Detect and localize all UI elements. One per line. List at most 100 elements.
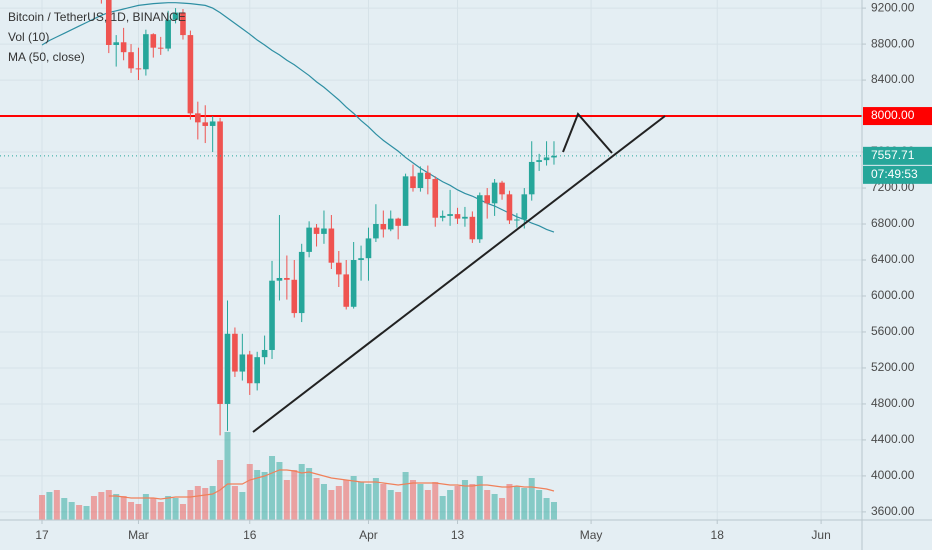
candle-body: [380, 224, 387, 230]
candle-body: [373, 224, 379, 239]
candle-body: [425, 172, 431, 180]
candle-body: [432, 179, 439, 218]
volume-bar: [231, 486, 238, 520]
volume-bar: [454, 486, 461, 520]
ma-line: [41, 2, 555, 233]
price-labels: 8000.00 7557.71 07:49:53: [863, 107, 932, 184]
candle-body: [113, 42, 119, 45]
candle-body: [202, 122, 209, 126]
candle-body: [150, 34, 157, 48]
volume-bar: [254, 470, 261, 520]
candle-body: [157, 47, 164, 49]
y-tick-label: 9200.00: [871, 0, 915, 14]
candle-body: [232, 333, 238, 372]
volume-bar: [484, 490, 491, 520]
volume-bar: [269, 456, 276, 520]
y-tick-label: 3600.00: [871, 504, 915, 518]
candle-body: [387, 218, 394, 230]
candle-body: [476, 195, 483, 240]
candle-body: [410, 176, 416, 189]
volume-bar: [447, 490, 454, 520]
countdown-box: [863, 165, 932, 184]
candle-body: [358, 258, 364, 260]
volume-bar: [209, 486, 216, 520]
candle-body: [135, 68, 142, 70]
volume-bar: [528, 478, 535, 520]
candle-body: [528, 161, 535, 195]
volume-bar: [187, 490, 194, 520]
candle-body: [447, 214, 453, 216]
candle-body: [536, 160, 542, 162]
candle-body: [506, 194, 513, 221]
x-tick-label: 13: [451, 528, 465, 542]
y-tick-label: 4400.00: [871, 432, 915, 446]
volume-bar: [46, 492, 53, 520]
volume-bar: [246, 464, 253, 520]
y-tick-label: 6400.00: [871, 252, 915, 266]
volume-ma-line: [108, 469, 555, 500]
volume-bar: [499, 498, 506, 520]
candle-body: [105, 0, 112, 45]
x-tick-label: 18: [711, 528, 725, 542]
candle-body: [543, 157, 550, 161]
volume-bar: [61, 498, 68, 520]
candle-body: [128, 52, 134, 69]
candle-body: [269, 280, 275, 350]
volume-bar: [298, 464, 305, 520]
volume-bar: [343, 480, 350, 520]
volume-bar: [439, 496, 446, 520]
candle-body: [261, 349, 268, 358]
last-price-label: 7557.71: [871, 148, 915, 162]
candle-body: [291, 279, 298, 314]
y-tick-label: 5600.00: [871, 324, 915, 338]
volume-bar: [328, 490, 335, 520]
volume-bar: [283, 480, 290, 520]
y-tick-label: 5200.00: [871, 360, 915, 374]
volume-bar: [150, 498, 157, 520]
volume-bar: [83, 506, 90, 520]
volume-bar: [90, 496, 97, 520]
candle-body: [439, 215, 446, 218]
volume-bar: [313, 478, 320, 520]
hline-label-box: [863, 107, 932, 126]
volume-bar: [98, 492, 105, 520]
volume-bar: [387, 490, 394, 520]
volume-bar: [39, 495, 45, 520]
volume-bar: [68, 502, 75, 520]
volume-bar: [179, 504, 186, 520]
hline-label: 8000.00: [871, 108, 915, 122]
volume-bar: [380, 484, 387, 520]
volume-bar: [239, 492, 246, 520]
x-tick-label: Mar: [128, 528, 149, 542]
volume-bar: [157, 502, 164, 520]
candle-body: [417, 172, 424, 189]
candle-body: [365, 238, 372, 259]
candle-body: [276, 277, 283, 281]
volume-bar: [165, 496, 172, 520]
ma-legend: MA (50, close): [8, 50, 85, 64]
volume-bar: [306, 468, 313, 520]
x-tick-label: 16: [243, 528, 257, 542]
volume-bar: [172, 498, 179, 520]
volume-bar: [291, 470, 298, 520]
volume-bar: [469, 484, 476, 520]
volume-bar: [365, 484, 372, 520]
volume-bar: [521, 488, 528, 520]
volume-bar: [461, 480, 468, 520]
volume-bar: [261, 472, 268, 520]
candle-body: [336, 262, 342, 275]
candle-body: [395, 218, 401, 226]
candle-body: [298, 251, 305, 314]
volume-pane: [39, 432, 557, 520]
volume-bar: [276, 462, 283, 520]
volume-bar: [372, 478, 379, 520]
candle-body: [306, 227, 312, 252]
candle-body: [209, 121, 216, 126]
candle-body: [499, 182, 505, 195]
x-tick-label: 17: [35, 528, 49, 542]
candle-body: [328, 228, 335, 263]
volume-bar: [135, 504, 142, 520]
candle-body: [143, 34, 149, 70]
candle-body: [462, 216, 468, 219]
